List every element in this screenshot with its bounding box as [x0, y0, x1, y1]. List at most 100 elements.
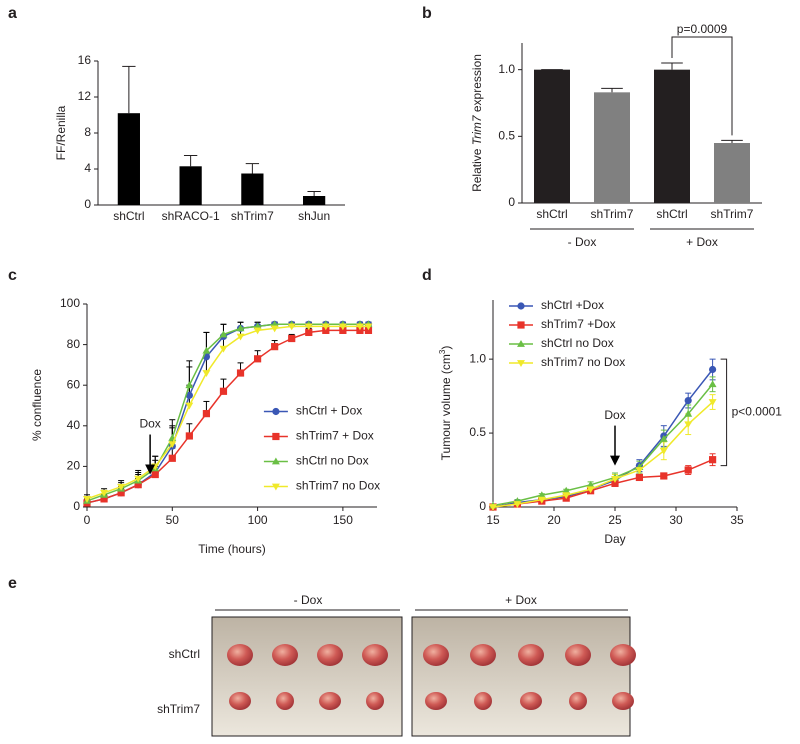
tumour	[423, 644, 449, 666]
marker	[272, 407, 280, 416]
marker	[339, 326, 347, 334]
bar	[241, 173, 264, 205]
marker	[586, 480, 595, 488]
series-line	[86, 325, 369, 500]
x-tick-label: shJun	[298, 209, 330, 223]
tumour-photos: - Dox + Dox shCtrl shTrim7	[157, 593, 636, 737]
bar	[303, 196, 326, 205]
marker	[253, 322, 262, 330]
tumour	[569, 692, 587, 710]
y-tick-label: 20	[67, 459, 81, 473]
bar	[534, 69, 570, 204]
marker	[305, 328, 313, 337]
y-axis-title-part: Relative	[470, 145, 484, 192]
tumour	[520, 692, 542, 710]
marker	[562, 492, 571, 500]
marker	[364, 326, 373, 334]
marker	[709, 365, 717, 374]
marker	[635, 467, 644, 474]
y-axis-title: Tumour volume (cm3)	[438, 346, 454, 461]
row-label: shCtrl	[169, 647, 200, 661]
x-tick-label: shRACO-1	[162, 209, 220, 223]
marker	[100, 495, 108, 503]
x-tick-label: 20	[547, 513, 561, 527]
x-axis-title: Time (hours)	[198, 542, 266, 556]
tumour	[229, 692, 251, 710]
annotation: Dox	[139, 417, 160, 431]
legend-label: shTrim7 +Dox	[541, 317, 616, 331]
marker	[236, 369, 245, 377]
marker	[236, 333, 245, 341]
marker	[304, 323, 313, 331]
y-tick-label: 80	[67, 337, 81, 351]
marker	[253, 327, 262, 335]
y-tick-label: 16	[78, 53, 92, 67]
panel-label: a	[8, 5, 17, 22]
marker	[151, 470, 159, 479]
marker	[659, 435, 668, 442]
marker	[219, 345, 228, 353]
bar	[117, 113, 140, 205]
bar	[594, 92, 630, 203]
x-tick-label: 35	[730, 513, 744, 527]
y-axis-title-part: expression	[470, 54, 484, 115]
y-axis-title-part: Trim7	[470, 114, 484, 145]
y-tick-label: 0.5	[498, 129, 515, 143]
tumour	[518, 644, 544, 666]
marker	[288, 334, 296, 343]
marker	[185, 402, 194, 410]
marker	[586, 486, 595, 494]
y-axis-title: FF/Renilla	[54, 105, 68, 160]
legend-label: shTrim7 no Dox	[296, 479, 380, 493]
legend-label: shCtrl +Dox	[541, 298, 604, 312]
marker	[684, 396, 692, 405]
y-axis-title: Relative Trim7 expression	[470, 54, 484, 192]
marker	[684, 421, 693, 429]
marker	[659, 447, 668, 455]
x-axis-title: Day	[604, 532, 625, 546]
marker	[134, 481, 142, 489]
y-tick-label: 40	[67, 418, 81, 432]
y-axis-title-part: 3	[438, 349, 447, 354]
marker	[322, 326, 330, 334]
marker	[202, 346, 211, 354]
marker	[168, 441, 177, 449]
marker	[185, 381, 194, 389]
annotation: Dox	[604, 408, 625, 422]
x-tick-label: 30	[669, 513, 683, 527]
marker	[219, 387, 228, 395]
marker	[202, 410, 211, 418]
tumour	[470, 644, 496, 666]
x-tick-label: shTrim7	[711, 207, 754, 221]
p-value: p=0.0009	[677, 22, 728, 36]
x-tick-label: 0	[84, 513, 91, 527]
group-label: - Dox	[568, 235, 597, 249]
p-value: p<0.0001	[732, 405, 783, 419]
group-label: - Dox	[294, 593, 323, 607]
tumour	[272, 644, 298, 666]
y-tick-label: 8	[84, 125, 91, 139]
y-tick-label: 0	[84, 197, 91, 211]
tumour	[610, 644, 636, 666]
marker	[708, 380, 717, 388]
marker	[271, 343, 279, 351]
group-label: + Dox	[686, 235, 718, 249]
marker	[562, 486, 571, 494]
marker	[236, 324, 245, 332]
marker	[537, 491, 546, 499]
marker	[202, 370, 211, 377]
marker	[338, 323, 347, 331]
y-axis-title: % confluence	[30, 369, 44, 441]
y-tick-label: 100	[60, 296, 80, 310]
tumour	[362, 644, 388, 666]
marker	[100, 489, 109, 497]
marker	[517, 302, 525, 310]
tumour	[366, 692, 384, 710]
marker	[321, 323, 330, 331]
marker	[684, 409, 693, 417]
marker	[134, 475, 143, 483]
y-tick-label: 4	[84, 161, 91, 175]
marker	[355, 323, 364, 331]
bar	[714, 143, 750, 203]
